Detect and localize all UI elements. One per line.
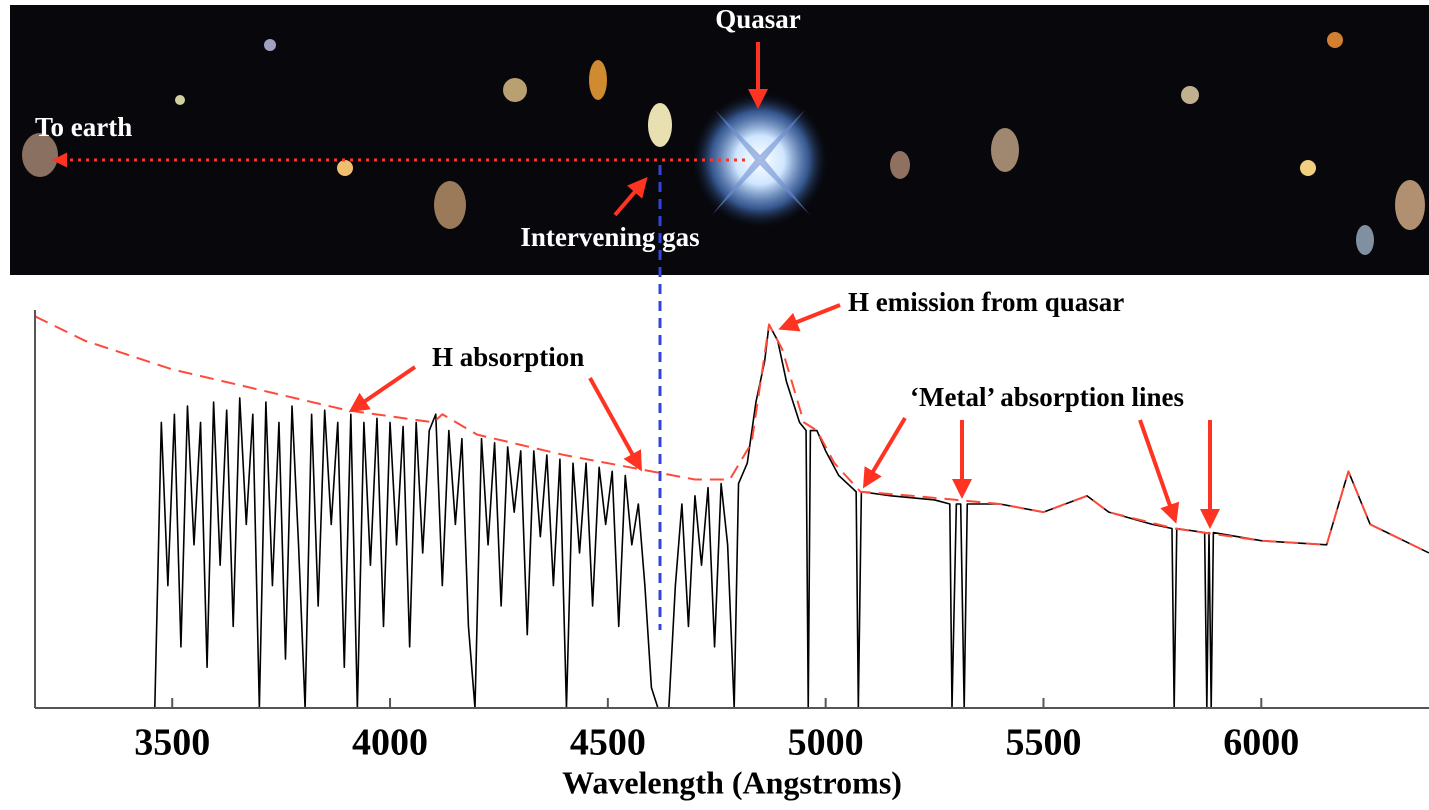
x-tick-label: 6000 — [1223, 722, 1299, 764]
annotation: To earth — [35, 112, 132, 142]
annotation: ‘Metal’ absorption lines — [910, 382, 1184, 412]
annotation: H emission from quasar — [848, 287, 1124, 317]
annotation: Quasar — [715, 4, 801, 34]
x-tick-label: 4500 — [570, 722, 646, 764]
x-tick-label: 4000 — [352, 722, 428, 764]
x-tick-label: 3500 — [134, 722, 210, 764]
x-tick-label: 5500 — [1005, 722, 1081, 764]
annotation: H absorption — [432, 342, 584, 372]
annotation: Intervening gas — [520, 222, 699, 252]
sky-image — [10, 5, 1429, 275]
arrows — [348, 42, 1220, 529]
x-axis-label: Wavelength (Angstroms) — [562, 764, 902, 800]
series-line — [154, 323, 1429, 709]
series-line — [34, 315, 1429, 554]
x-tick-label: 5000 — [788, 722, 864, 764]
